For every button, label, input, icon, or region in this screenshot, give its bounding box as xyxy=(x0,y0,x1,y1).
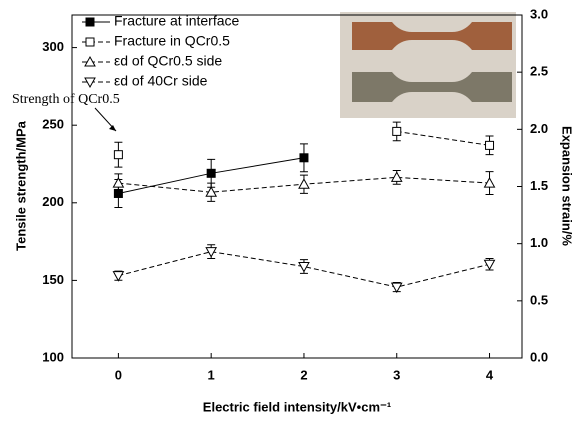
y2-tick-label: 2.5 xyxy=(530,64,548,79)
y-axis-title: Tensile strength/MPa xyxy=(13,120,28,251)
legend-label: εd of 40Cr side xyxy=(114,73,208,89)
marker xyxy=(86,38,94,46)
photo xyxy=(340,12,516,118)
marker xyxy=(393,127,401,135)
x-tick-label: 4 xyxy=(486,367,494,382)
marker xyxy=(392,283,402,292)
y2-axis-title: Expansion strain/% xyxy=(560,126,575,246)
x-tick-label: 0 xyxy=(115,367,122,382)
x-tick-label: 3 xyxy=(393,367,400,382)
series-line xyxy=(397,131,490,145)
y2-tick-label: 1.5 xyxy=(530,178,548,193)
y2-tick-label: 0.5 xyxy=(530,292,548,307)
marker xyxy=(299,179,309,188)
y-tick-label: 200 xyxy=(42,194,64,209)
x-axis-title: Electric field intensity/kV•cm⁻¹ xyxy=(203,399,391,414)
x-tick-label: 1 xyxy=(208,367,215,382)
y-tick-label: 150 xyxy=(42,272,64,287)
chart: Tensile strength/MPa Expansion strain/% … xyxy=(0,0,575,419)
y2-tick-label: 2.0 xyxy=(530,121,548,136)
annotation-arrow-head xyxy=(109,125,116,131)
marker xyxy=(486,141,494,149)
legend-label: εd of QCr0.5 side xyxy=(114,53,222,69)
marker xyxy=(114,151,122,159)
x-tick-label: 2 xyxy=(300,367,307,382)
y-tick-label: 100 xyxy=(42,349,64,364)
y2-tick-label: 1.0 xyxy=(530,235,548,250)
y2-tick-label: 0.0 xyxy=(530,349,548,364)
legend-label: Fracture at interface xyxy=(114,13,239,29)
y-tick-label: 250 xyxy=(42,117,64,132)
annotation: Strength of QCr0.5 xyxy=(12,92,120,107)
legend-label: Fracture in QCr0.5 xyxy=(114,33,230,49)
y-tick-label: 300 xyxy=(42,39,64,54)
y2-tick-label: 3.0 xyxy=(530,6,548,21)
marker xyxy=(300,154,308,162)
marker xyxy=(86,18,94,26)
marker xyxy=(207,169,215,177)
marker xyxy=(392,172,402,181)
marker xyxy=(113,272,123,281)
